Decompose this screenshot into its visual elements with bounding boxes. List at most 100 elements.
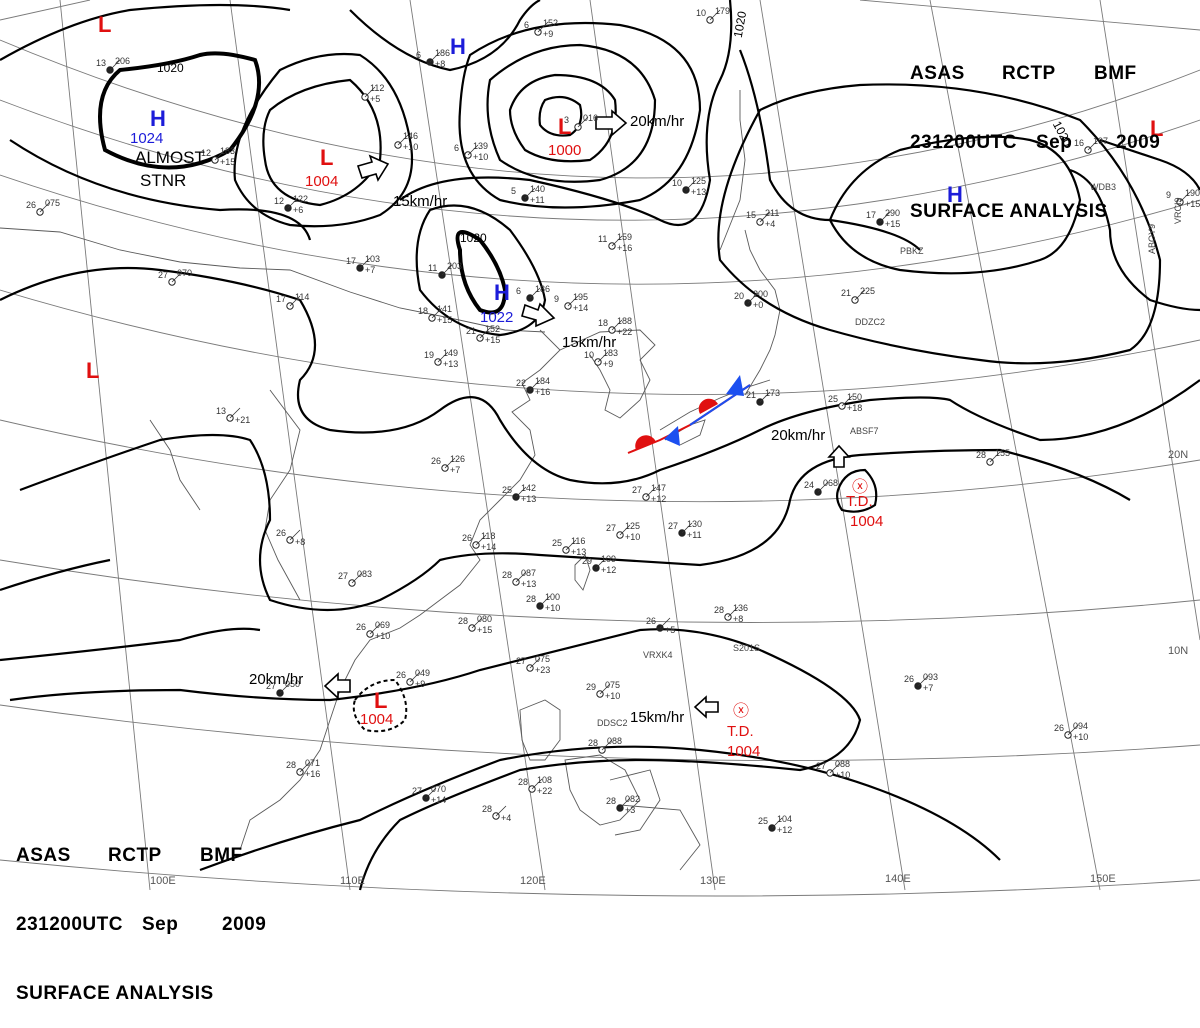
station-temperature: 26: [431, 456, 441, 466]
chart-header-top-right: ASAS RCTP BMF 231200UTC Sep 2009 SURFACE ANA…: [910, 16, 1160, 246]
arrow-right-icon: [521, 302, 556, 328]
station-tendency: +14: [573, 303, 588, 313]
station-pressure: 083: [357, 569, 372, 579]
arrow-up-icon: [827, 444, 851, 468]
wind-barb: [611, 319, 623, 331]
station-pressure: 139: [473, 141, 488, 151]
header-issuer: ASAS: [16, 845, 71, 866]
movement-speed: 15km/hr: [630, 709, 684, 726]
station-pressure: 149: [443, 348, 458, 358]
station-plot: 26 094+10: [1054, 721, 1088, 742]
header-station: RCTP: [1002, 63, 1056, 84]
ship-id: WDB3: [1090, 182, 1116, 192]
wind-barb: [229, 407, 241, 419]
station-plot: 3 016: [564, 113, 598, 131]
station-plot: 25 104+12: [758, 814, 792, 835]
station-tendency: +10: [1073, 732, 1088, 742]
td-label: T.D.: [727, 723, 754, 740]
low-pressure-symbol: L: [374, 688, 387, 713]
ship-id: ABOY9: [1147, 224, 1157, 254]
station-pressure: 075: [605, 680, 620, 690]
station-temperature: 11: [428, 263, 437, 273]
movement-speed: 20km/hr: [249, 671, 303, 688]
longitude-label: 100E: [150, 875, 176, 887]
station-plot: 28 082+3: [606, 794, 640, 815]
station-temperature: 27: [516, 656, 526, 666]
pressure-value: 1004: [360, 711, 393, 728]
wind-barb: [611, 235, 623, 247]
station-plot: 10 179: [696, 6, 730, 24]
header-title: SURFACE ANALYSIS: [16, 983, 214, 1004]
station-tendency: +7: [450, 465, 460, 475]
station-pressure: 140: [530, 184, 545, 194]
ship-id: PBKZ: [900, 246, 924, 256]
pressure-value: 1022: [480, 309, 513, 326]
station-temperature: 28: [482, 804, 492, 814]
station-temperature: 17: [276, 294, 286, 304]
wind-barb: [437, 351, 449, 363]
station-plot: 27 075+23: [516, 654, 550, 675]
ship-id: VRXK4: [643, 650, 673, 660]
station-tendency: +7: [365, 265, 375, 275]
station-plot: 17 103+7: [346, 254, 380, 275]
station-pressure: 125: [691, 176, 706, 186]
wind-barb: [289, 295, 301, 307]
station-tendency: +15: [220, 157, 235, 167]
station-temperature: 26: [396, 670, 406, 680]
wind-barb: [214, 149, 226, 161]
wind-barb: [471, 617, 483, 629]
station-temperature: 16: [1074, 138, 1084, 148]
station-tendency: +9: [603, 359, 613, 369]
station-temperature: 29: [582, 556, 592, 566]
wind-barb: [829, 762, 841, 774]
station-temperature: 26: [276, 528, 286, 538]
station-tendency: +15: [437, 315, 452, 325]
station-plot: 26 069+10: [356, 620, 390, 641]
pressure-value: 1024: [130, 130, 163, 147]
wind-barb: [299, 761, 311, 773]
station-pressure: 142: [521, 483, 536, 493]
station-temperature: 27: [412, 786, 422, 796]
station-temperature: 17: [346, 256, 356, 266]
station-temperature: 9: [554, 294, 559, 304]
header-office: BMF: [1094, 63, 1137, 84]
station-tendency: +10: [835, 770, 850, 780]
pressure-value: 1000: [548, 142, 581, 159]
station-tendency: +7: [923, 683, 933, 693]
wind-barb: [645, 486, 657, 498]
station-plot: 10 125+13: [672, 176, 706, 197]
header-year: 2009: [1116, 132, 1161, 153]
station-plot: 15 211+4: [746, 208, 779, 229]
station-plot: 10 183+9: [584, 348, 618, 369]
station-temperature: 27: [158, 270, 168, 280]
high-pressure-symbol: H: [494, 280, 510, 305]
station-temperature: 25: [828, 394, 838, 404]
station-temperature: 27: [632, 485, 642, 495]
wind-barb: [529, 379, 541, 391]
station-plot: 17 290+15: [866, 208, 900, 229]
station-pressure: 068: [823, 478, 838, 488]
station-plot: 18 188+22: [598, 316, 632, 337]
wind-barb: [917, 675, 929, 687]
station-tendency: +23: [535, 665, 550, 675]
wind-barb: [771, 817, 783, 829]
station-tendency: +21: [235, 415, 250, 425]
wind-barb: [841, 395, 853, 407]
station-temperature: 22: [516, 378, 526, 388]
station-plot: 27 070: [158, 268, 192, 286]
wind-barb: [479, 327, 491, 339]
station-temperature: 12: [274, 196, 284, 206]
station-temperature: 27: [338, 571, 348, 581]
wind-barb: [619, 524, 631, 536]
station-pressure: 118: [481, 531, 495, 541]
station-tendency: +11: [530, 195, 545, 205]
wind-barb: [577, 116, 589, 128]
station-tendency: +5: [665, 625, 675, 635]
low-pressure-symbol: L: [320, 145, 333, 170]
station-plot: 27 070+14: [412, 784, 446, 805]
longitude-label: 120E: [520, 875, 546, 887]
station-tendency: +8: [435, 59, 445, 69]
station-plot: 22 184+16: [516, 376, 550, 397]
station-temperature: 25: [552, 538, 562, 548]
station-plot: 6 186: [516, 284, 550, 302]
